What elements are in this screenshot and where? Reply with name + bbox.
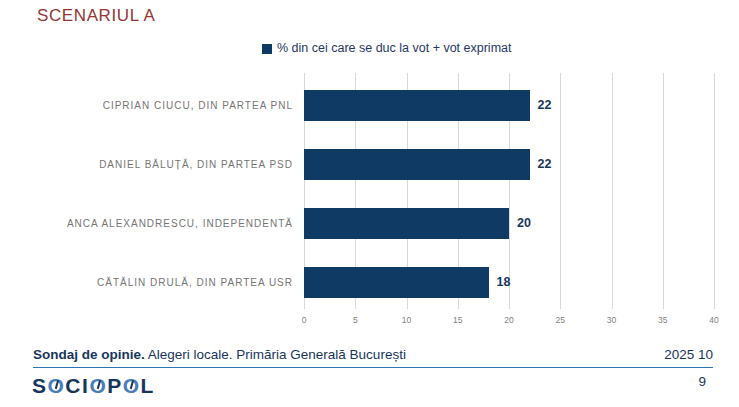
- bar-value-label: 20: [517, 208, 531, 239]
- bar: [304, 149, 530, 180]
- gridline: [560, 73, 561, 309]
- footer-note-bold: Sondaj de opinie.: [33, 347, 145, 362]
- logo-letter: C: [65, 374, 82, 397]
- x-axis-tick-label: 10: [402, 315, 411, 325]
- logo-gauge-o-icon: O: [123, 374, 141, 398]
- logo-gauge-o-icon: O: [48, 374, 66, 398]
- legend-swatch-icon: [262, 44, 272, 54]
- category-label: DANIEL BĂLUȚĂ, DIN PARTEA PSD: [0, 149, 293, 180]
- slide-title: SCENARIUL A: [37, 6, 155, 26]
- category-label: CĂTĂLIN DRULĂ, DIN PARTEA USR: [0, 267, 293, 298]
- bar: [304, 90, 530, 121]
- logo-gauge-o-icon: O: [89, 374, 107, 398]
- footer-note-rest: Alegeri locale. Primăria Generală Bucure…: [145, 347, 406, 362]
- logo-letter: I: [82, 374, 89, 397]
- x-axis-tick-label: 25: [556, 315, 565, 325]
- category-label: CIPRIAN CIUCU, DIN PARTEA PNL: [0, 90, 293, 121]
- legend-label: % din cei care se duc la vot + vot expri…: [277, 41, 512, 55]
- bar: [304, 208, 509, 239]
- logo-letter: P: [107, 374, 123, 397]
- gridline: [663, 73, 664, 309]
- logo-letter: S: [32, 374, 48, 397]
- category-label: ANCA ALEXANDRESCU, INDEPENDENTĂ: [0, 208, 293, 239]
- gridline: [612, 73, 613, 309]
- x-axis-tick-label: 15: [453, 315, 462, 325]
- footer-date: 2025 10: [664, 347, 713, 362]
- bar-value-label: 22: [538, 90, 552, 121]
- bar-value-label: 22: [538, 149, 552, 180]
- sociopol-logo: SOCIOPOL: [32, 374, 155, 398]
- x-axis-tick-label: 20: [504, 315, 513, 325]
- x-axis-tick-label: 40: [709, 315, 718, 325]
- bar-value-label: 18: [497, 267, 511, 298]
- bar: [304, 267, 489, 298]
- page-number: 9: [698, 374, 706, 389]
- x-axis-tick-label: 30: [607, 315, 616, 325]
- footer-rule: [33, 367, 713, 368]
- gridline: [714, 73, 715, 309]
- x-axis-tick-label: 0: [302, 315, 307, 325]
- footer-note: Sondaj de opinie. Alegeri locale. Primăr…: [33, 347, 406, 362]
- x-axis-tick-label: 5: [353, 315, 358, 325]
- legend: % din cei care se duc la vot + vot expri…: [262, 41, 512, 55]
- logo-letter: L: [141, 374, 155, 397]
- x-axis-tick-label: 35: [658, 315, 667, 325]
